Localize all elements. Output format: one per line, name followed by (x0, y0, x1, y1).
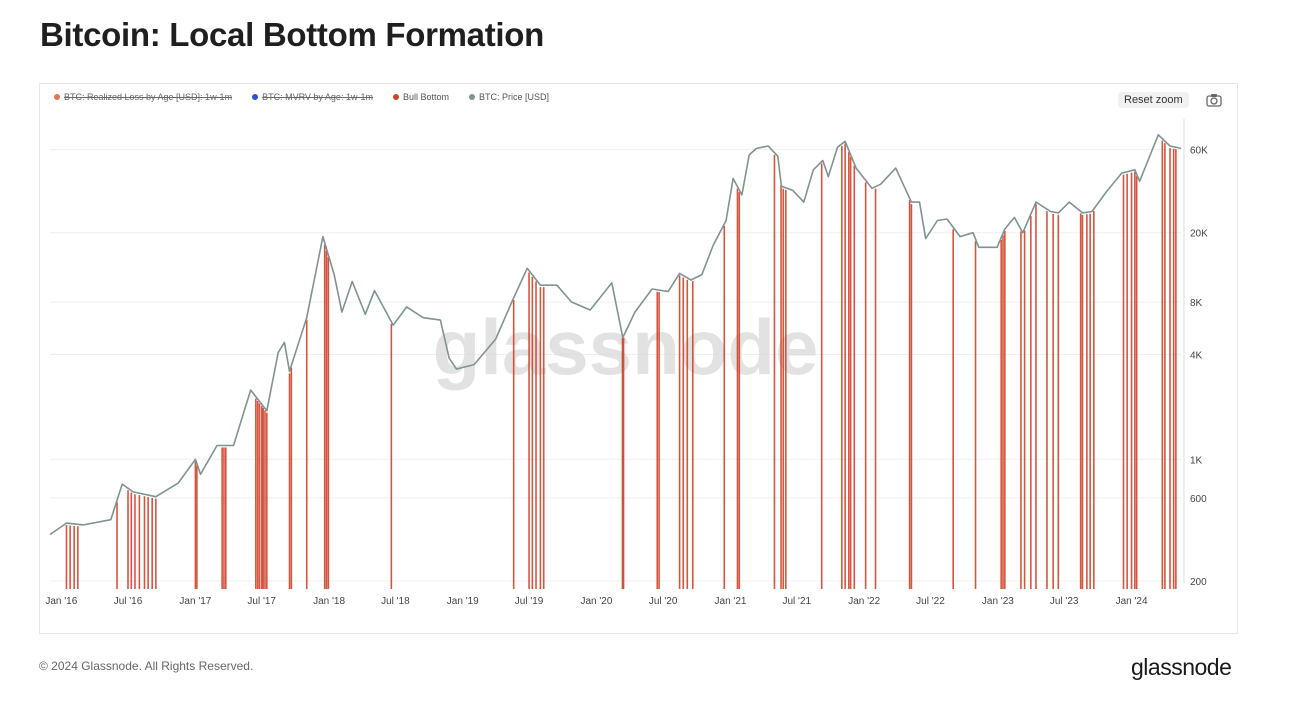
x-tick-label: Jan '19 (447, 596, 479, 607)
y-tick-label: 600 (1190, 494, 1207, 505)
x-tick-label: Jul '20 (649, 596, 678, 607)
legend-label: BTC: MVRV by Age: 1w-1m (262, 92, 373, 102)
y-tick-label: 20K (1190, 229, 1208, 240)
x-tick-label: Jul '23 (1050, 596, 1079, 607)
watermark: glassnode (433, 303, 819, 391)
price-line (49, 133, 1182, 536)
x-tick-label: Jul '18 (381, 596, 410, 607)
y-tick-label: 4K (1190, 350, 1203, 361)
x-tick-label: Jan '17 (179, 596, 211, 607)
x-tick-label: Jul '22 (916, 596, 945, 607)
legend-item-price[interactable]: BTC: Price [USD] (468, 92, 549, 102)
reset-zoom-button[interactable]: Reset zoom (1118, 92, 1189, 108)
y-tick-label: 8K (1190, 298, 1203, 309)
chart-legend: BTC: Realized Loss by Age [USD]: 1w-1m B… (54, 92, 549, 102)
legend-item-bull-bottom[interactable]: Bull Bottom (392, 92, 449, 102)
x-tick-label: Jul '21 (783, 596, 812, 607)
page-title: Bitcoin: Local Bottom Formation (40, 16, 545, 53)
legend-label: Bull Bottom (402, 92, 449, 102)
legend-dot-icon (54, 94, 60, 100)
legend-dot-icon (468, 94, 475, 100)
chart-svg: glassnode 200 600 1K 4K 8K 20K 60K Jan '16 Jul '1… (45, 119, 1208, 607)
legend-label: BTC: Realized Loss by Age [USD]: 1w-1m (64, 92, 233, 102)
x-tick-label: Jul '16 (114, 596, 143, 607)
legend-item-mvrv[interactable]: BTC: MVRV by Age: 1w-1m (252, 92, 373, 102)
legend-dot-icon (252, 94, 259, 100)
legend-dot-icon (392, 94, 399, 100)
y-tick-label: 1K (1190, 455, 1203, 466)
x-tick-label: Jul '19 (515, 596, 544, 607)
legend-item-realized-loss[interactable]: BTC: Realized Loss by Age [USD]: 1w-1m (54, 92, 232, 102)
x-tick-label: Jan '23 (982, 596, 1014, 607)
brand-logo: glassnode (1131, 654, 1232, 680)
x-tick-label: Jan '16 (45, 596, 77, 607)
camera-icon[interactable] (1206, 93, 1222, 107)
x-tick-label: Jan '18 (313, 596, 345, 607)
x-tick-label: Jan '24 (1116, 596, 1148, 607)
legend-label: BTC: Price [USD] (478, 92, 549, 102)
footer-copyright: © 2024 Glassnode. All Rights Reserved. (39, 659, 254, 673)
y-tick-label: 60K (1190, 146, 1208, 157)
x-tick-label: Jan '22 (848, 596, 880, 607)
x-tick-label: Jan '20 (580, 596, 612, 607)
x-tick-label: Jan '21 (715, 596, 747, 607)
chart-panel: BTC: Realized Loss by Age [USD]: 1w-1m B… (39, 83, 1238, 634)
x-tick-label: Jul '17 (247, 596, 276, 607)
y-tick-label: 200 (1190, 577, 1207, 588)
